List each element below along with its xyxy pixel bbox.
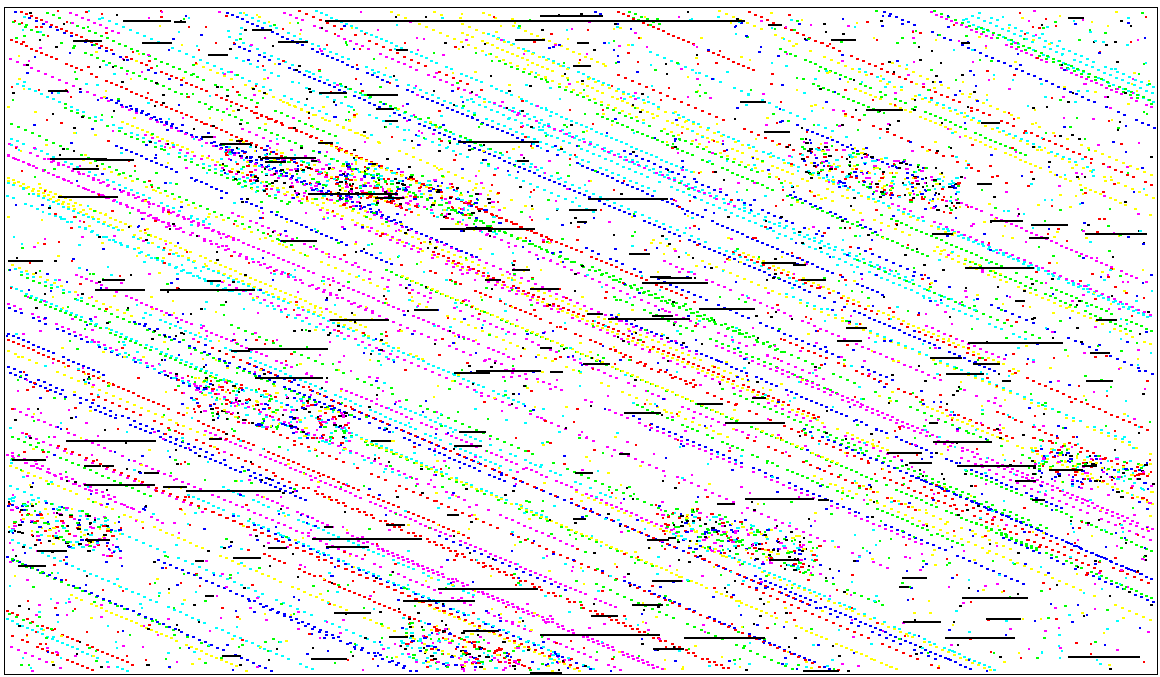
dot-pattern-canvas: [0, 0, 1160, 677]
pattern-viewport: [0, 0, 1160, 677]
